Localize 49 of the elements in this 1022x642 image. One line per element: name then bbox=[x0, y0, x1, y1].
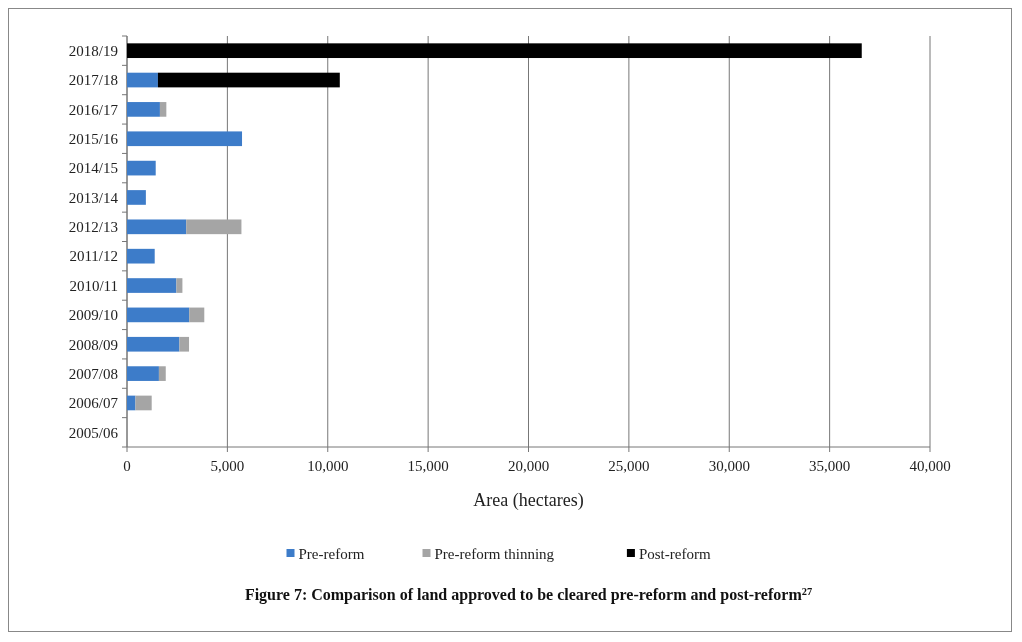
y-tick-label: 2011/12 bbox=[69, 248, 118, 265]
y-tick-label: 2009/10 bbox=[68, 307, 118, 324]
y-tick-label: 2012/13 bbox=[68, 219, 118, 236]
bar bbox=[127, 102, 160, 117]
y-tick-label: 2015/16 bbox=[68, 131, 119, 147]
y-tick-label: 2006/07 bbox=[68, 395, 119, 412]
bar bbox=[189, 307, 205, 323]
y-tick-label: 2017/18 bbox=[68, 72, 118, 89]
bar bbox=[127, 307, 190, 323]
legend-label: Post-reform bbox=[638, 546, 711, 563]
bar bbox=[127, 160, 156, 176]
x-tick-label: 10,000 bbox=[307, 458, 349, 474]
y-tick-label: 2016/17 bbox=[68, 101, 119, 118]
x-tick-label: 30,000 bbox=[708, 458, 750, 474]
text: Figure 7: Comparison of land approved to be cleared pre-reform and post-reform$^{27}$ bbox=[244, 585, 813, 604]
x-tick-label: 40,000 bbox=[909, 458, 951, 474]
bar bbox=[127, 131, 243, 147]
y-tick-label: 2007/08 bbox=[68, 365, 118, 382]
y-tick-label: 2010/11 bbox=[69, 277, 118, 294]
bar bbox=[127, 72, 158, 88]
bar bbox=[127, 219, 187, 235]
x-tick-label: 5,000 bbox=[210, 458, 245, 474]
bar bbox=[127, 395, 136, 411]
bar bbox=[135, 395, 152, 411]
y-tick-label: 2018/19 bbox=[68, 42, 118, 59]
bar bbox=[127, 366, 159, 381]
y-tick-label: 2005/06 bbox=[68, 424, 119, 441]
x-tick-label: 35,000 bbox=[809, 458, 851, 474]
y-tick-label: 2008/09 bbox=[68, 336, 118, 353]
x-tick-label: 0 bbox=[123, 458, 131, 474]
legend-label: Pre-reform bbox=[298, 546, 365, 563]
x-tick-label: 20,000 bbox=[507, 458, 550, 474]
bar bbox=[176, 278, 183, 293]
bar bbox=[179, 336, 190, 352]
y-tick-label: 2013/14 bbox=[68, 189, 119, 206]
x-axis-title: Area (hectares) bbox=[473, 490, 584, 511]
bar bbox=[127, 190, 146, 205]
bar bbox=[186, 219, 242, 235]
bar bbox=[127, 43, 862, 59]
bar bbox=[127, 278, 177, 293]
legend-label: Pre-reform thinning bbox=[434, 546, 555, 563]
bar bbox=[127, 336, 180, 352]
x-tick-label: 25,000 bbox=[608, 458, 650, 474]
bar bbox=[157, 72, 340, 88]
x-tick-label: 15,000 bbox=[407, 458, 449, 474]
bar bbox=[158, 366, 166, 381]
bar bbox=[127, 248, 155, 264]
y-tick-label: 2014/15 bbox=[68, 160, 118, 177]
bar bbox=[159, 102, 167, 117]
